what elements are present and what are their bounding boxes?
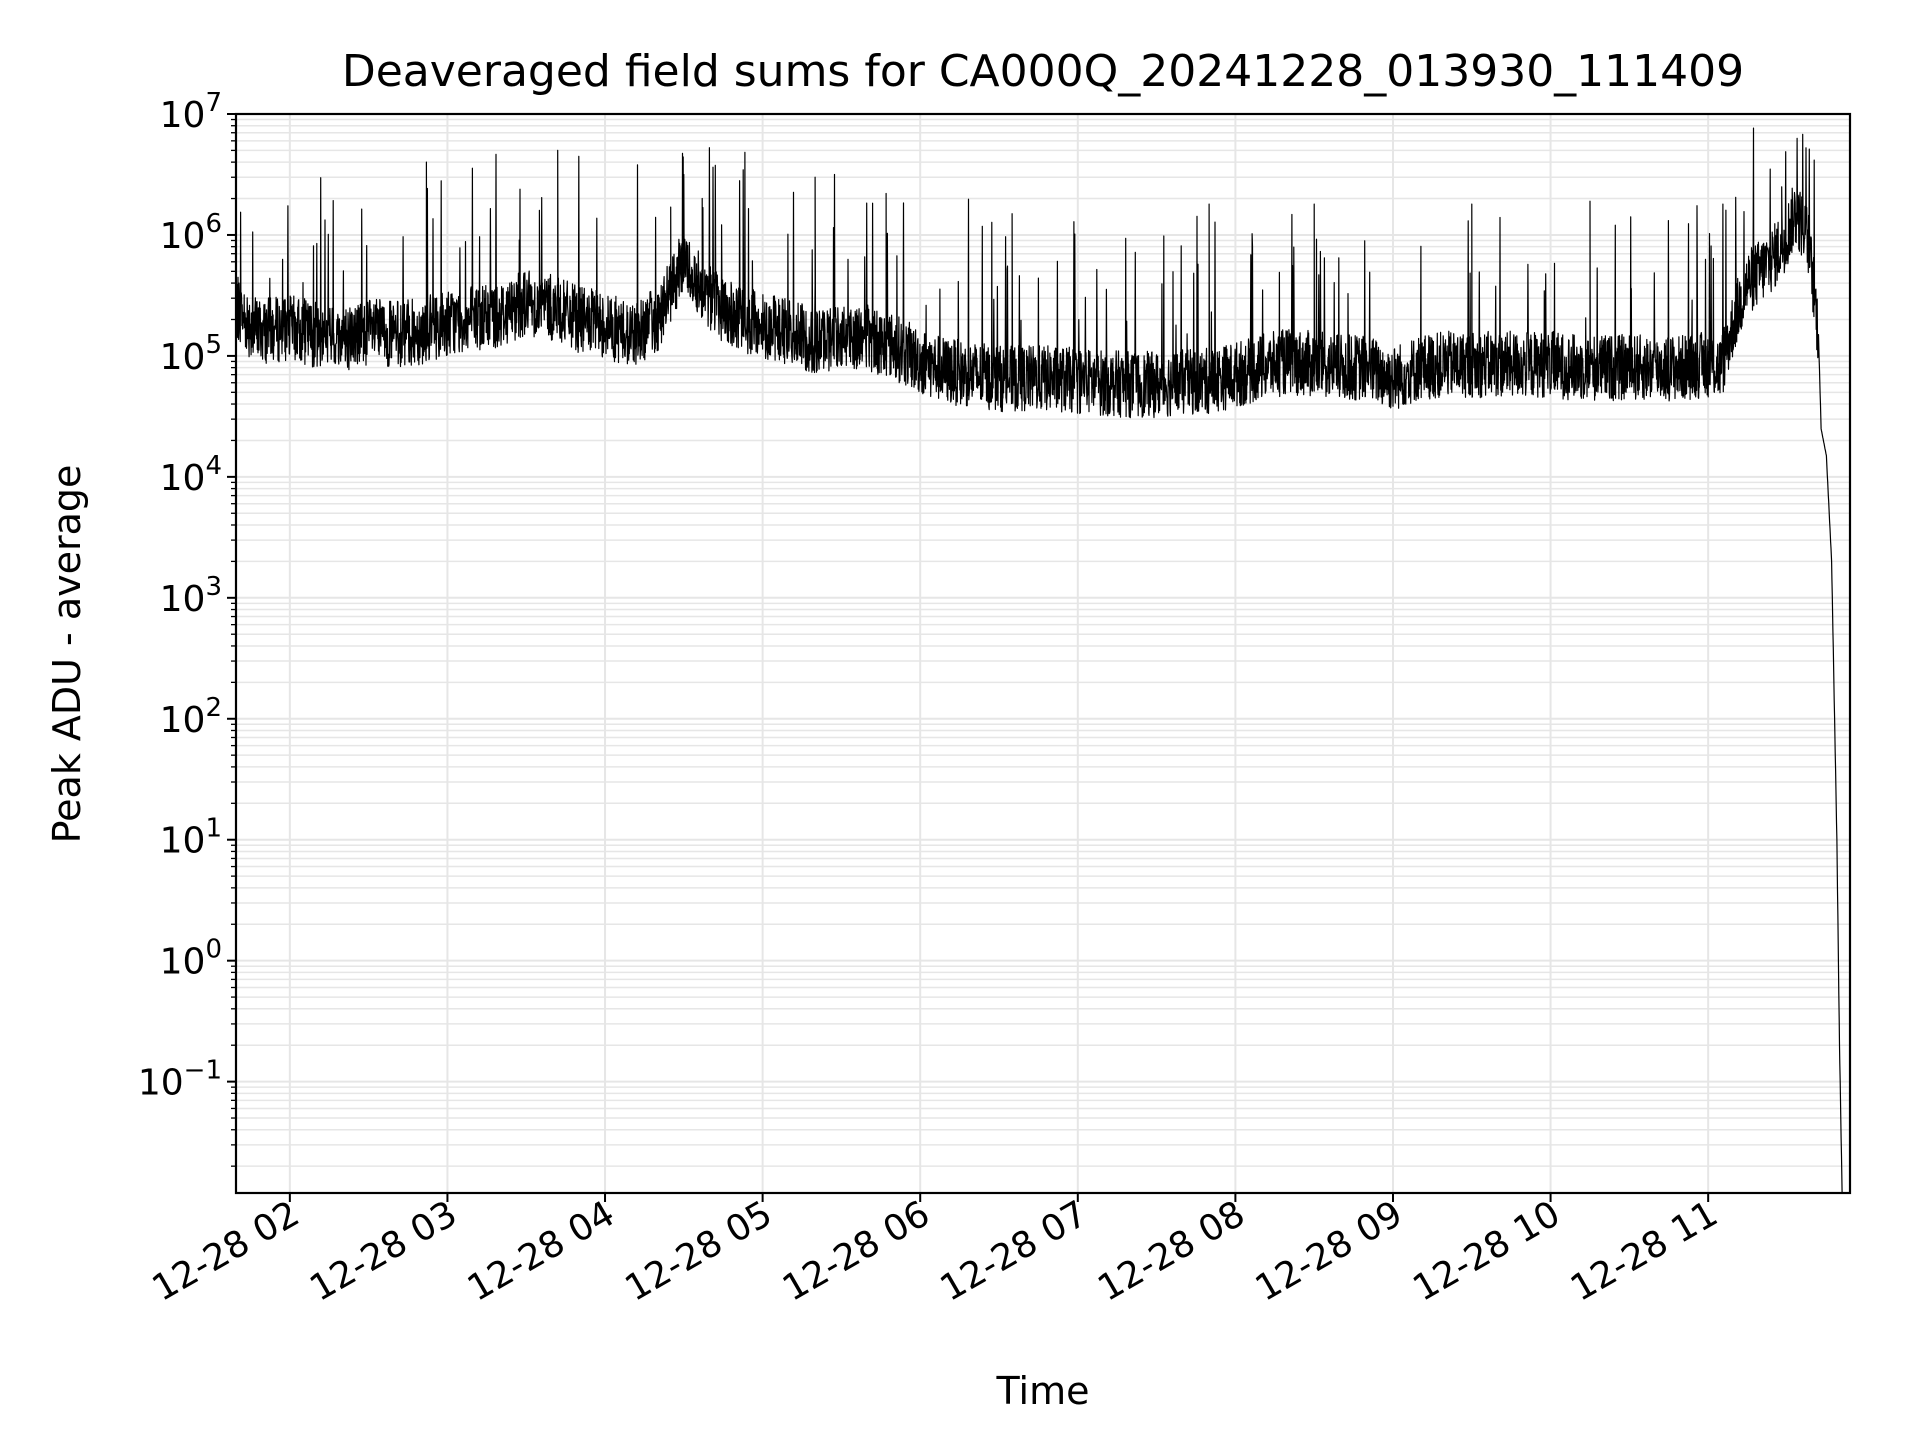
chart-title: Deaveraged field sums for CA000Q_2024122…	[342, 46, 1744, 97]
plot-frame	[234, 112, 1852, 1195]
y-tick-label: 100	[160, 935, 222, 983]
x-axis-label: Time	[996, 1369, 1090, 1413]
y-axis-label: Peak ADU - average	[45, 465, 89, 844]
y-tick-label: 103	[160, 572, 222, 620]
y-axis: 10−1 100 101 102 103 104 105 106 107	[138, 88, 236, 1167]
y-tick-label: 106	[160, 209, 222, 257]
y-tick-label: 101	[160, 814, 222, 862]
y-tick-label: 10−1	[138, 1056, 222, 1104]
series-layer	[236, 127, 1843, 1193]
y-tick-label: 105	[160, 330, 222, 378]
y-tick-label: 107	[160, 88, 222, 136]
y-tick-label: 104	[160, 451, 222, 499]
y-tick-label: 102	[160, 693, 222, 741]
series-line	[236, 127, 1843, 1193]
